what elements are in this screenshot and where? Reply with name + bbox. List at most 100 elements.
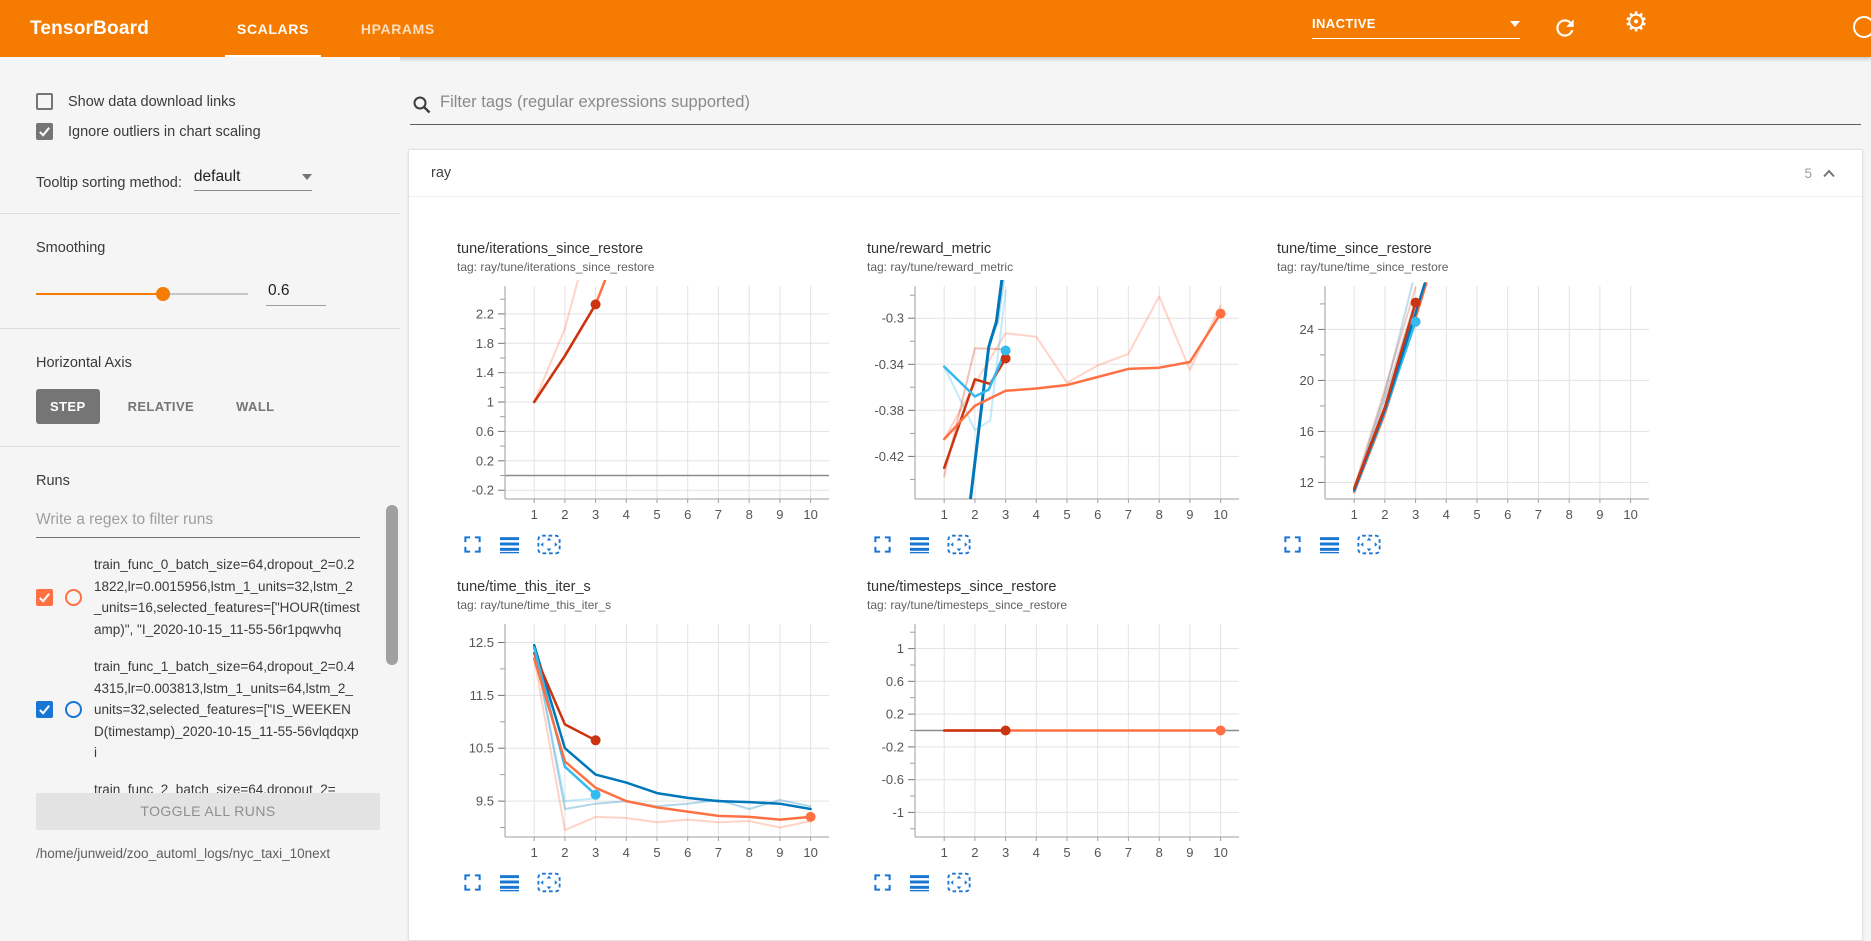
svg-text:12.5: 12.5 [469, 635, 494, 650]
svg-text:7: 7 [1535, 507, 1542, 522]
fit-domain-icon[interactable] [947, 534, 971, 555]
svg-text:9: 9 [1596, 507, 1603, 522]
chevron-down-icon [1510, 20, 1520, 27]
axis-wall-button[interactable]: WALL [236, 399, 275, 414]
line-chart[interactable]: -0.3 -0.34 -0.38 -0.42 1 2 3 4 5 6 7 8 9 10 [859, 280, 1253, 525]
ray-card-header[interactable]: ray 5 [409, 150, 1862, 197]
reload-status-dropdown[interactable]: INACTIVE [1312, 16, 1520, 39]
chart-tag: tag: ray/tune/time_since_restore [1277, 260, 1449, 274]
log-path: /home/junweid/zoo_automl_logs/nyc_taxi_1… [36, 845, 331, 861]
data-lines-icon[interactable] [499, 535, 520, 554]
data-lines-icon[interactable] [1319, 535, 1340, 554]
runs-label: Runs [36, 473, 70, 489]
ignore-outliers-row[interactable]: Ignore outliers in chart scaling [36, 123, 360, 140]
toggle-all-runs-button[interactable]: TOGGLE ALL RUNS [36, 792, 380, 830]
axis-relative-button[interactable]: RELATIVE [127, 399, 195, 414]
run-checkbox[interactable] [36, 588, 53, 606]
tab-hparams[interactable]: HPARAMS [360, 20, 435, 37]
chart-title: tune/iterations_since_restore [457, 241, 644, 257]
tab-scalars[interactable]: SCALARS [211, 0, 335, 57]
axis-step-button[interactable]: STEP [36, 389, 100, 424]
main-pane: ray 5 tune/iterations_since_restore tag: … [400, 57, 1871, 941]
help-icon[interactable] [1853, 16, 1871, 38]
svg-text:6: 6 [1094, 845, 1101, 860]
svg-text:20: 20 [1300, 373, 1314, 388]
svg-text:3: 3 [1412, 507, 1419, 522]
smoothing-slider[interactable] [36, 287, 248, 301]
data-lines-icon[interactable] [499, 873, 520, 892]
svg-text:0.6: 0.6 [886, 674, 904, 689]
section-title: ray [431, 165, 452, 181]
svg-text:1: 1 [1351, 507, 1358, 522]
svg-text:7: 7 [1125, 845, 1132, 860]
chart-title: tune/timesteps_since_restore [867, 579, 1057, 595]
svg-text:1.8: 1.8 [476, 336, 494, 351]
smoothing-fill [36, 293, 164, 295]
chart-title: tune/time_this_iter_s [457, 579, 591, 595]
sidebar-scrollbar[interactable] [386, 505, 398, 665]
line-chart[interactable]: 12.5 11.5 10.5 9.5 1 2 3 4 5 6 7 8 9 10 [449, 618, 843, 863]
runs-filter-input[interactable] [36, 505, 360, 538]
svg-text:1: 1 [487, 395, 494, 410]
run-radio[interactable] [65, 588, 82, 606]
svg-text:2: 2 [561, 845, 568, 860]
top-tabs: SCALARS HPARAMS [211, 0, 461, 57]
fit-domain-icon[interactable] [947, 872, 971, 893]
refresh-icon[interactable] [1552, 15, 1578, 41]
svg-text:2: 2 [1381, 507, 1388, 522]
svg-text:5: 5 [1063, 845, 1070, 860]
smoothing-value[interactable]: 0.6 [266, 282, 326, 306]
svg-text:9: 9 [776, 845, 783, 860]
chart-tag: tag: ray/tune/reward_metric [867, 260, 1014, 274]
run-radio[interactable] [65, 701, 82, 719]
svg-text:16: 16 [1300, 424, 1314, 439]
svg-text:1: 1 [897, 641, 904, 656]
line-chart[interactable]: 2.2 1.8 1.4 1 0.6 0.2 -0.2 1 2 3 4 5 6 7 8 9 10 [449, 280, 843, 525]
smoothing-thumb[interactable] [156, 287, 171, 301]
expand-chart-icon[interactable] [1283, 535, 1302, 554]
divider [0, 446, 400, 447]
svg-text:1: 1 [531, 845, 538, 860]
svg-text:11.5: 11.5 [470, 688, 494, 703]
data-lines-icon[interactable] [909, 873, 930, 892]
collapse-chevron-icon[interactable] [1822, 169, 1836, 178]
svg-text:-0.34: -0.34 [874, 357, 904, 372]
expand-chart-icon[interactable] [873, 535, 892, 554]
expand-chart-icon[interactable] [463, 535, 482, 554]
svg-text:8: 8 [1566, 507, 1573, 522]
run-row[interactable]: train_func_1_batch_size=64,dropout_2=0.4… [36, 656, 360, 764]
svg-text:3: 3 [592, 845, 599, 860]
run-checkbox[interactable] [36, 701, 53, 719]
svg-text:6: 6 [1504, 507, 1511, 522]
ignore-outliers-checkbox[interactable] [36, 123, 53, 140]
run-row[interactable]: train_func_0_batch_size=64,dropout_2=0.2… [36, 554, 360, 640]
svg-text:4: 4 [623, 507, 630, 522]
fit-domain-icon[interactable] [537, 534, 561, 555]
show-download-links-row[interactable]: Show data download links [36, 93, 360, 110]
smoothing-label: Smoothing [36, 240, 106, 256]
tag-filter-input[interactable] [410, 89, 1861, 125]
gear-icon[interactable]: ⚙ [1624, 7, 1649, 37]
svg-text:2: 2 [971, 845, 978, 860]
expand-chart-icon[interactable] [463, 873, 482, 892]
svg-text:4: 4 [1033, 507, 1040, 522]
svg-text:10: 10 [1213, 507, 1227, 522]
fit-domain-icon[interactable] [537, 872, 561, 893]
checkbox-label: Ignore outliers in chart scaling [68, 123, 261, 140]
fit-domain-icon[interactable] [1357, 534, 1381, 555]
line-chart[interactable]: 1 0.6 0.2 -0.2 -0.6 -1 1 2 3 4 5 6 7 8 9 10 [859, 618, 1253, 863]
tooltip-sort-select[interactable]: default [193, 168, 312, 191]
horizontal-axis-label: Horizontal Axis [36, 355, 132, 371]
divider [0, 213, 400, 214]
svg-text:4: 4 [1033, 845, 1040, 860]
svg-text:8: 8 [1156, 845, 1163, 860]
run-name: train_func_0_batch_size=64,dropout_2=0.2… [94, 557, 360, 637]
svg-text:2: 2 [561, 507, 568, 522]
svg-text:4: 4 [1443, 507, 1450, 522]
data-lines-icon[interactable] [909, 535, 930, 554]
svg-text:1.4: 1.4 [476, 365, 494, 380]
expand-chart-icon[interactable] [873, 873, 892, 892]
svg-text:7: 7 [715, 845, 722, 860]
show-download-links-checkbox[interactable] [36, 93, 53, 110]
